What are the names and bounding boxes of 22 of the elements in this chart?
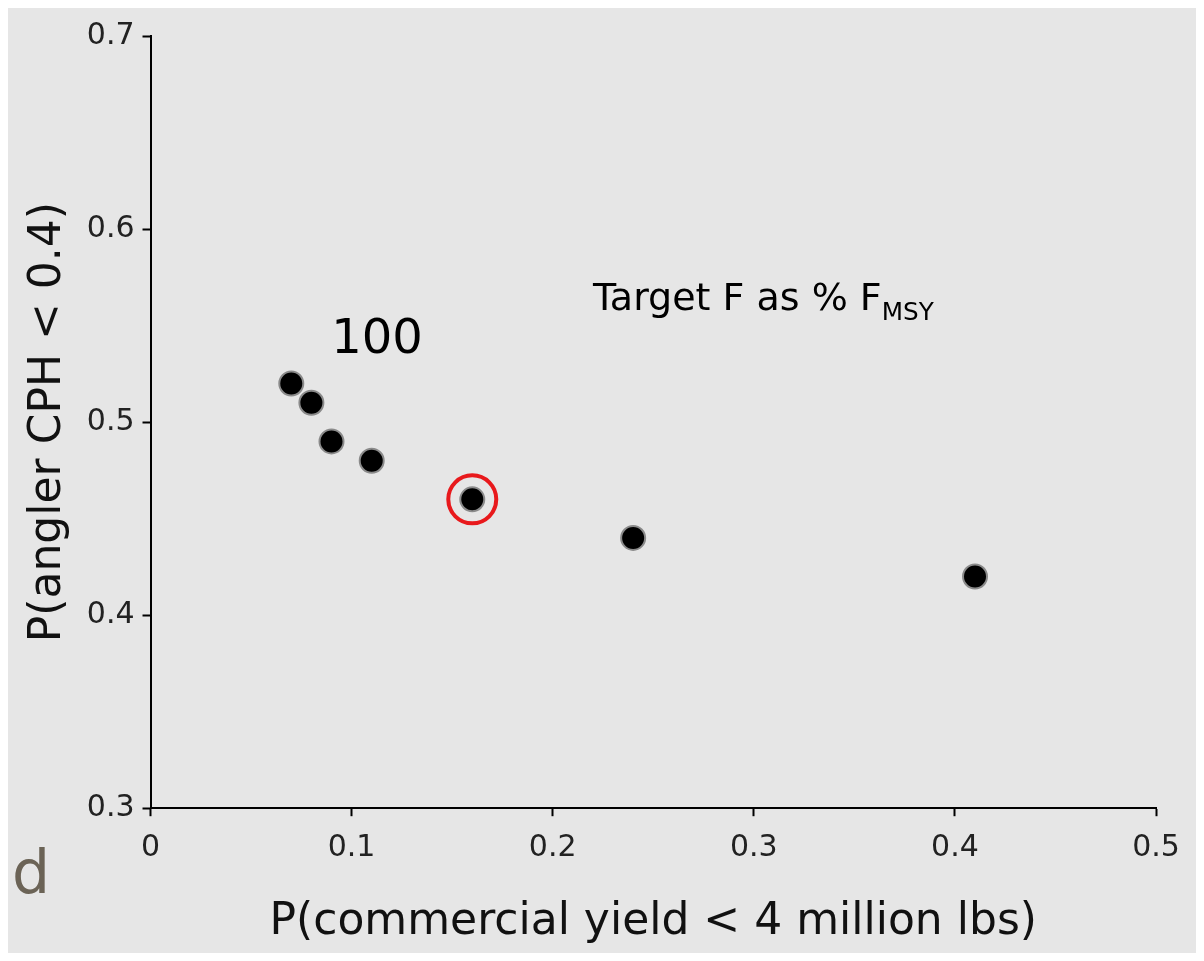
y-axis-title: P(angler CPH < 0.4) [18, 202, 70, 643]
point [620, 524, 647, 551]
x-tick-label: 0.4 [931, 828, 979, 863]
text: d [12, 837, 51, 907]
y-tick-label: 0.7 [86, 15, 135, 51]
point [446, 473, 499, 526]
point [318, 428, 345, 455]
x-axis-title: P(commercial yield < 4 million lbs) [269, 893, 1037, 945]
y-tick-label: 0.3 [86, 788, 135, 823]
x-tick-label: 0.3 [729, 828, 778, 863]
point [358, 447, 385, 474]
x-tick-label: 0.2 [528, 828, 577, 863]
y-tick-label: 0.5 [86, 401, 135, 437]
point [278, 370, 305, 397]
x-tick-label: 0 [140, 828, 161, 863]
y-tick-label: 0.4 [86, 594, 135, 630]
x-tick-label: 0.1 [327, 828, 376, 863]
annotation: 100 [331, 308, 423, 365]
point [962, 563, 989, 590]
x-tick-label: 0.5 [1132, 828, 1180, 863]
y-tick-label: 0.6 [86, 208, 135, 244]
point [298, 389, 325, 416]
